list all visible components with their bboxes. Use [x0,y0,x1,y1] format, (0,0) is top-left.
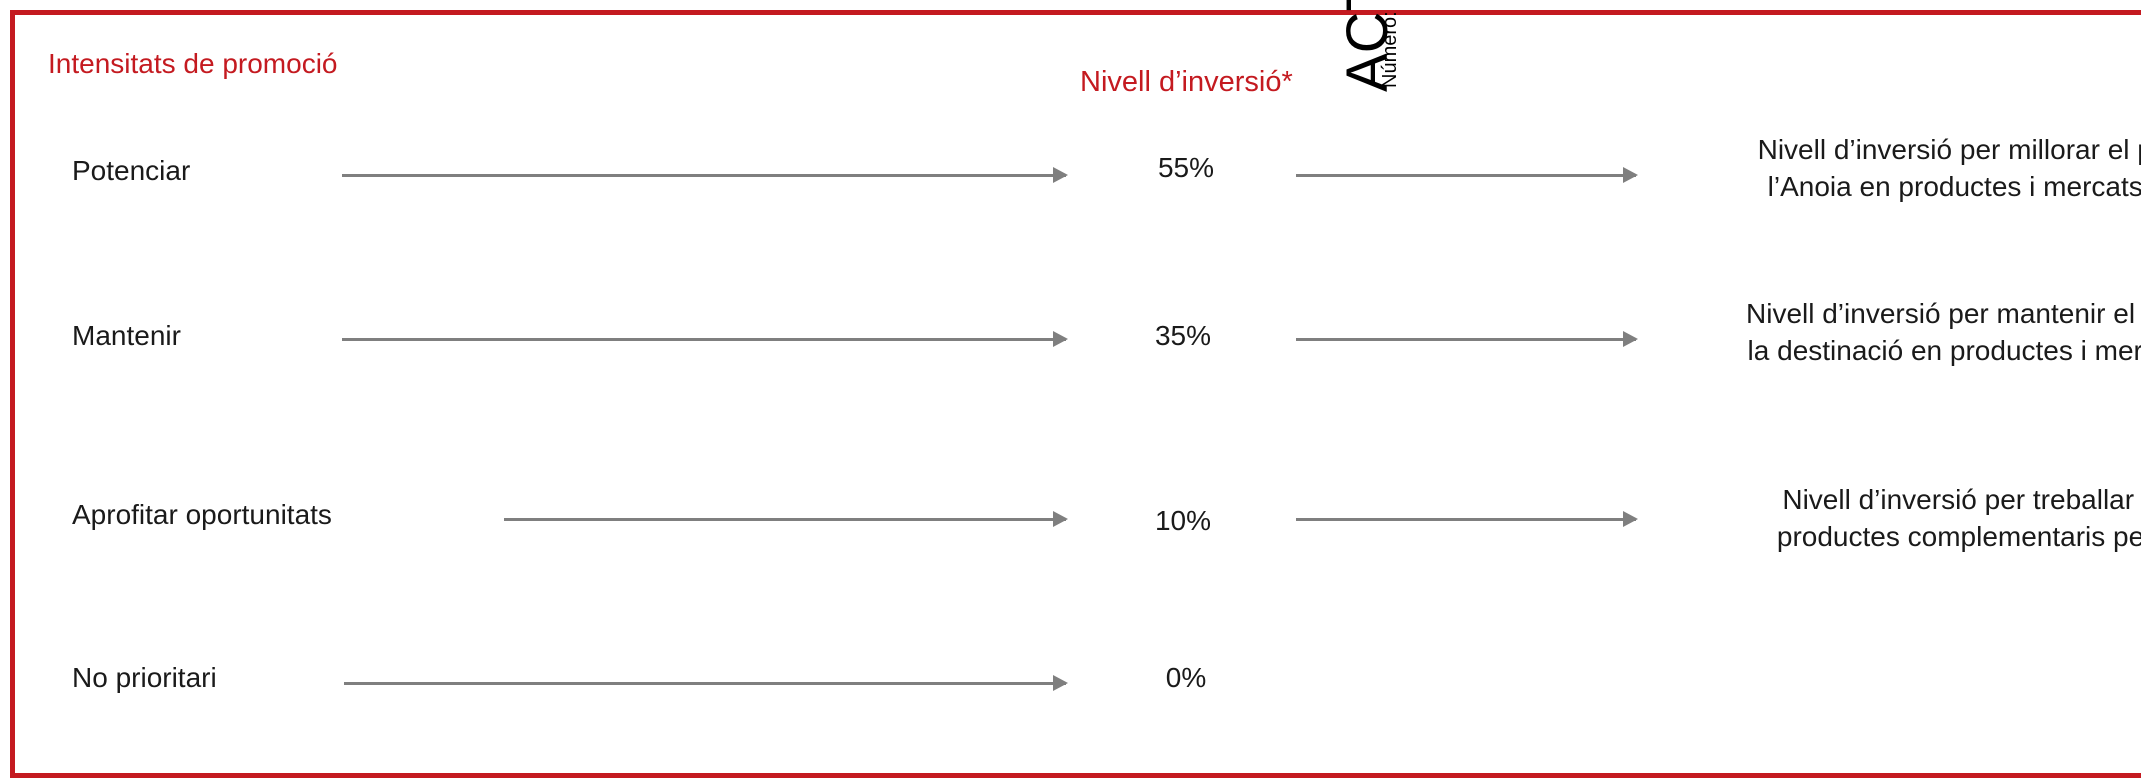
row-label-aprofitar-oportunitats: Aprofitar oportunitats [72,499,332,530]
description-line: Nivell d’inversió per mantenir el po [1746,298,2141,329]
section-title: Intensitats de promoció [48,48,338,79]
description-line: Nivell d’inversió per treballar els [1782,484,2141,515]
row-percent-mantenir: 35% [1154,320,1212,351]
arrow-label-to-percent [342,331,1068,347]
row-percent-no-prioritari: 0% [1165,662,1207,693]
description-line: la destinació en productes i merca [1747,335,2141,366]
arrow-percent-to-description [1296,511,1638,527]
description-line: productes complementaris per la [1776,521,2141,552]
description-line: Nivell d’inversió per millorar el pos [1757,134,2141,165]
arrow-label-to-percent [504,511,1068,527]
row-description-aprofitar-oportunitats: Nivell d’inversió per treballar els prod… [1700,481,2141,555]
rotated-subtitle: Número: [1379,11,1401,88]
arrow-percent-to-description [1296,167,1638,183]
arrow-label-to-percent [344,675,1068,691]
rotated-header: ACTA Número: [1332,0,1412,95]
column-title: Nivell d’inversió* [1080,66,1293,98]
row-percent-aprofitar-oportunitats: 10% [1154,505,1212,536]
row-description-mantenir: Nivell d’inversió per mantenir el po la … [1680,295,2141,369]
row-label-potenciar: Potenciar [72,155,191,186]
arrow-label-to-percent [342,167,1068,183]
arrow-percent-to-description [1296,331,1638,347]
row-label-no-prioritari: No prioritari [72,662,217,693]
row-label-mantenir: Mantenir [72,320,181,351]
slide-frame [10,10,2141,778]
row-description-potenciar: Nivell d’inversió per millorar el pos l’… [1690,131,2141,205]
row-percent-potenciar: 55% [1157,152,1215,183]
description-line: l’Anoia en productes i mercats d’ [1767,171,2141,202]
